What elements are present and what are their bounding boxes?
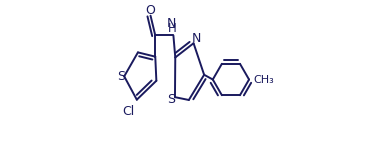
Text: N: N [192,32,201,45]
Text: S: S [167,93,176,107]
Text: N: N [167,17,176,30]
Text: Cl: Cl [122,105,134,118]
Text: CH₃: CH₃ [253,75,274,84]
Text: S: S [117,70,125,83]
Text: O: O [145,4,155,17]
Text: H: H [167,22,176,35]
